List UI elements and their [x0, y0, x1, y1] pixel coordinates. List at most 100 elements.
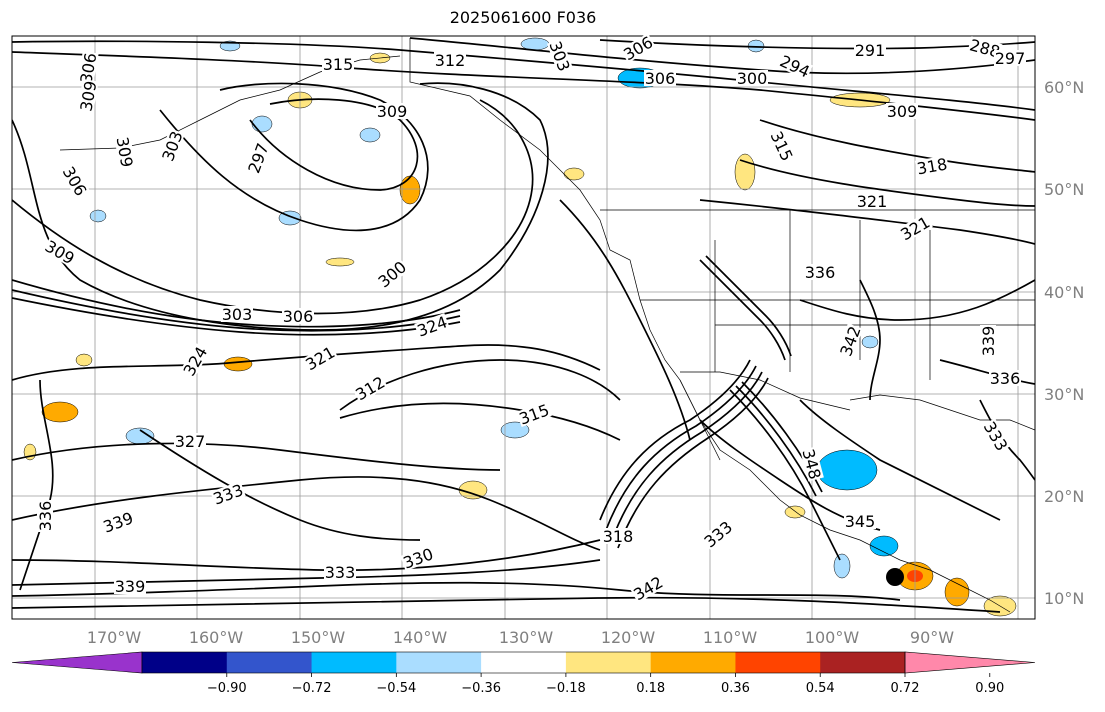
state-borders	[640, 210, 1035, 380]
contour-label-bg	[644, 70, 676, 86]
map-title: 2025061600 F036	[449, 8, 597, 27]
contour-label: 300	[737, 69, 768, 88]
field-patch	[861, 335, 879, 349]
contour-line	[729, 389, 841, 561]
colorbar-tick-label: −0.90	[207, 681, 247, 696]
contour-label-bg	[854, 42, 886, 58]
field-patch	[520, 37, 550, 51]
contour-label-bg	[77, 78, 99, 114]
contour-label: 306	[645, 69, 676, 88]
contour-label-bg	[221, 306, 253, 322]
colorbar-tick-label: 0.54	[806, 681, 835, 696]
longitude-label: 140°W	[393, 628, 448, 647]
contour-label-bg	[736, 70, 768, 86]
contour-line	[799, 279, 1035, 321]
contour-line	[12, 40, 1035, 111]
field-patch	[816, 449, 878, 491]
contour-label-bg	[630, 573, 666, 603]
field-patch	[734, 153, 756, 191]
contour-label: 309	[887, 102, 918, 121]
contour-label-bg	[159, 128, 185, 164]
contour-label-bg	[282, 308, 314, 324]
contour-line	[799, 399, 1001, 521]
contour-label-bg	[42, 237, 78, 267]
contour-line	[19, 379, 54, 591]
contour-line	[12, 581, 901, 601]
contour-label: 291	[855, 41, 886, 60]
contour-label-bg	[886, 103, 918, 119]
contour-line	[617, 377, 769, 549]
contour-line	[605, 365, 757, 531]
contour-label-bg	[547, 38, 573, 74]
field-patch	[359, 127, 381, 143]
contour-label-bg	[897, 213, 933, 243]
contour-label-bg	[77, 50, 99, 86]
latitude-label: 30°N	[1044, 385, 1084, 404]
colorbar-tick-label: −0.54	[376, 681, 416, 696]
longitude-label: 150°W	[291, 628, 346, 647]
longitude-label: 160°W	[189, 628, 244, 647]
longitude-labels: 170°W 160°W 150°W 140°W 130°W 120°W 110°W 100°W…	[87, 628, 954, 647]
contour-line	[12, 539, 601, 572]
field-patch	[251, 115, 273, 133]
contour-label-bg	[777, 51, 813, 81]
contour-label-bg	[434, 52, 466, 68]
contour-label: 297	[995, 49, 1026, 68]
colorbar-extend-min	[11, 651, 143, 674]
contour-label-bg	[210, 481, 246, 507]
contour-line	[759, 119, 1035, 173]
field-patch	[89, 209, 107, 223]
contour-line	[12, 99, 534, 315]
latitude-label: 60°N	[1044, 78, 1084, 97]
colorbar-segment	[396, 652, 482, 673]
colorbar-tick-label: −0.18	[546, 681, 586, 696]
contour-label-bg	[400, 545, 436, 571]
contour-label: 321	[857, 192, 888, 211]
contour-label-bg	[856, 193, 888, 209]
longitude-label: 90°W	[910, 628, 954, 647]
contour-label-bg	[800, 446, 824, 482]
storm-marker	[886, 568, 904, 586]
contour-line	[599, 359, 751, 521]
contour-label-bg	[114, 578, 146, 594]
contour-line	[859, 279, 881, 401]
shaded-fields	[23, 37, 1017, 617]
field-patch	[944, 577, 970, 607]
contour-label-bg	[602, 528, 634, 544]
coastline-gulf	[849, 394, 1035, 431]
contour-label-bg	[837, 323, 863, 359]
contour-line	[705, 255, 792, 357]
colorbar-tick-label: −0.72	[292, 681, 332, 696]
colorbar-segment	[820, 652, 906, 673]
contour-line	[409, 37, 1035, 75]
colorbar-tick-label: −0.36	[461, 681, 501, 696]
contour-label-bg	[180, 343, 210, 379]
map-frame	[11, 35, 1036, 620]
colorbar-extend-max	[904, 651, 1036, 674]
contour-line	[735, 385, 817, 497]
longitude-label: 110°W	[703, 628, 758, 647]
contour-line	[139, 429, 421, 541]
contour-line	[249, 98, 419, 191]
contour-label-bg	[516, 401, 552, 427]
contour-line	[12, 559, 601, 586]
contour-label-bg	[804, 264, 836, 280]
contour-line	[12, 442, 501, 471]
longitude-label: 120°W	[601, 628, 656, 647]
colorbar-tick-label: 0.90	[975, 681, 1004, 696]
contour-label: 315	[323, 55, 354, 74]
contour-line	[12, 297, 461, 336]
field-patch	[223, 356, 253, 372]
contour-label-bg	[174, 433, 206, 449]
field-patch	[833, 553, 851, 579]
contour-line	[12, 476, 601, 551]
contour-label-bg	[245, 140, 271, 176]
contour-label-bg	[302, 343, 338, 373]
contour-line	[12, 279, 461, 328]
latitude-label: 50°N	[1044, 180, 1084, 199]
field-patch	[747, 39, 765, 53]
contour-label-bg	[37, 500, 53, 532]
contour-line	[699, 259, 786, 361]
contour-label: 336	[990, 369, 1021, 388]
